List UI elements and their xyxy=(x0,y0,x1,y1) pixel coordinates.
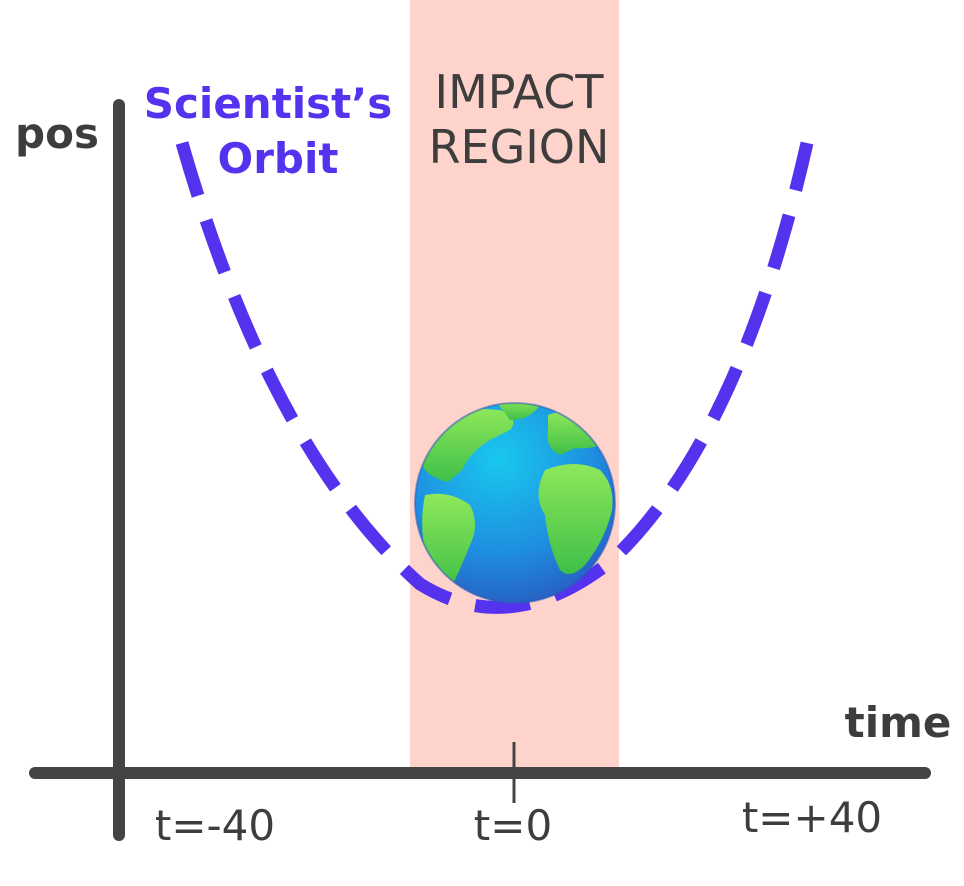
impact-region-band xyxy=(410,0,619,770)
impact-region-title-line2: REGION xyxy=(429,120,610,174)
impact-region-title-line1: IMPACT xyxy=(435,65,605,119)
orbit-label-line1: Scientist’s xyxy=(144,79,392,128)
orbit-label-line2: Orbit xyxy=(218,134,339,183)
x-axis-label: time xyxy=(845,698,952,747)
tick-label-t-minus-40: t=-40 xyxy=(155,801,275,850)
y-axis-label: pos xyxy=(15,109,99,158)
scientist-orbit-curve xyxy=(175,141,814,614)
tick-label-t-plus-40: t=+40 xyxy=(742,793,882,842)
tick-label-t-0: t=0 xyxy=(474,801,552,850)
